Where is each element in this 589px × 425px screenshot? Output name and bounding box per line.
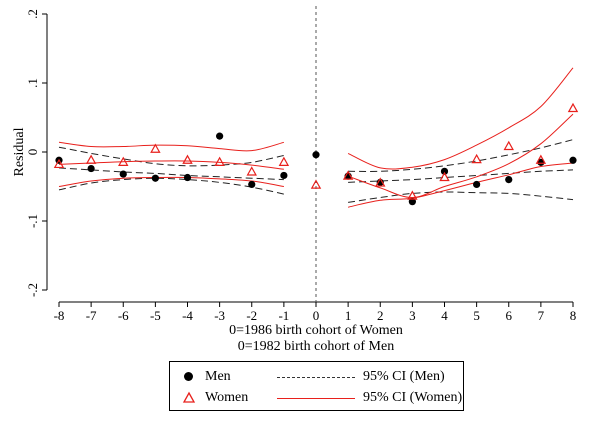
point-men bbox=[537, 158, 545, 166]
point-women bbox=[150, 143, 161, 153]
ci-men-right-lower-line bbox=[348, 191, 574, 203]
point-women bbox=[310, 179, 322, 189]
point-men bbox=[280, 171, 288, 180]
legend-ci-men-label: 95% CI (Men) bbox=[363, 369, 445, 384]
point-women bbox=[278, 156, 290, 166]
point-men bbox=[87, 164, 95, 173]
ci-women-right-upper-line bbox=[347, 67, 574, 170]
x-tick-label: -3 bbox=[214, 308, 225, 323]
x-axis-label-line-2: 0=1982 birth cohort of Men bbox=[238, 339, 394, 354]
point-women bbox=[407, 190, 418, 200]
points-women bbox=[53, 102, 579, 200]
point-women bbox=[53, 158, 65, 169]
ci-women-left-upper-line bbox=[58, 141, 285, 152]
ci-men-left-upper-line bbox=[58, 146, 284, 167]
point-women bbox=[503, 140, 514, 151]
x-axis-label-line-1: 0=1986 birth cohort of Women bbox=[229, 323, 403, 338]
women-marker-icon bbox=[181, 390, 197, 406]
chart-plot: -.2 -.1 0 .1 .2 -8 -7 -6 -5 -4 -3 -2 -1 0 1 2 3 4 5 6 7 8 Re… bbox=[12, 6, 579, 354]
point-women bbox=[118, 156, 129, 166]
ci-women-left-lower-line bbox=[58, 176, 284, 187]
ci-men-right-upper-line bbox=[348, 139, 574, 172]
point-women bbox=[535, 154, 547, 164]
point-women bbox=[471, 153, 482, 164]
point-women bbox=[375, 177, 386, 187]
point-women bbox=[567, 102, 579, 113]
y-tick-label: .2 bbox=[25, 9, 40, 19]
y-tick-label: 0 bbox=[25, 149, 40, 156]
x-tick-label: 0 bbox=[313, 308, 320, 323]
legend-item-ci-men: 95% CI (Men) bbox=[277, 368, 445, 386]
point-men bbox=[151, 174, 159, 182]
legend-item-women: Women bbox=[181, 389, 248, 407]
point-women bbox=[439, 171, 450, 182]
legend-women-label: Women bbox=[205, 390, 249, 405]
legend-item-ci-women: 95% CI (Women) bbox=[277, 389, 462, 407]
legend-item-men: Men bbox=[181, 368, 231, 386]
point-women bbox=[214, 156, 225, 166]
y-ticks: -.2 -.1 0 .1 .2 bbox=[25, 9, 47, 297]
x-tick-label: 3 bbox=[409, 308, 416, 323]
point-men bbox=[119, 170, 127, 178]
ci-women-right-mid-line bbox=[347, 113, 574, 199]
point-men bbox=[473, 180, 481, 189]
x-tick-label: -7 bbox=[86, 308, 97, 323]
point-men bbox=[569, 156, 577, 164]
ci-women-right-lower-line bbox=[347, 162, 574, 208]
x-tick-label: -8 bbox=[54, 308, 65, 323]
point-women bbox=[85, 154, 97, 164]
x-ticks: -8 -7 -6 -5 -4 -3 -2 -1 0 1 2 3 4 5 6 7 8 bbox=[54, 302, 577, 323]
x-tick-label: -1 bbox=[278, 308, 289, 323]
x-tick-label: 8 bbox=[570, 308, 577, 323]
x-tick-label: 6 bbox=[506, 308, 513, 323]
x-tick-label: 5 bbox=[473, 308, 480, 323]
legend-men-label: Men bbox=[205, 369, 231, 384]
point-men bbox=[408, 198, 416, 206]
point-women bbox=[246, 166, 257, 176]
x-tick-label: 1 bbox=[345, 308, 352, 323]
x-tick-label: -6 bbox=[118, 308, 129, 323]
legend-ci-women-label: 95% CI (Women) bbox=[363, 390, 463, 405]
point-men bbox=[216, 132, 224, 140]
legend: Men 95% CI (Men) Women 95% CI (Women) bbox=[169, 361, 464, 411]
x-tick-label: -4 bbox=[182, 308, 193, 323]
dashed-line-icon bbox=[277, 376, 355, 378]
y-tick-label: .1 bbox=[25, 78, 40, 88]
y-tick-label: -.1 bbox=[25, 214, 40, 228]
point-men bbox=[505, 176, 513, 184]
point-men bbox=[312, 151, 320, 159]
x-tick-label: -2 bbox=[246, 308, 257, 323]
men-marker-icon bbox=[181, 369, 197, 385]
y-tick-label: -.2 bbox=[25, 283, 40, 297]
x-tick-label: 7 bbox=[538, 308, 545, 323]
x-tick-label: 2 bbox=[377, 308, 384, 323]
point-men bbox=[248, 180, 256, 189]
x-tick-label: 4 bbox=[441, 308, 448, 323]
point-women bbox=[342, 170, 354, 180]
point-men bbox=[440, 167, 449, 175]
point-women bbox=[182, 154, 193, 164]
y-axis-label: Residual bbox=[12, 127, 27, 176]
point-men bbox=[183, 173, 192, 182]
solid-line-icon bbox=[277, 397, 355, 399]
x-tick-label: -5 bbox=[150, 308, 161, 323]
